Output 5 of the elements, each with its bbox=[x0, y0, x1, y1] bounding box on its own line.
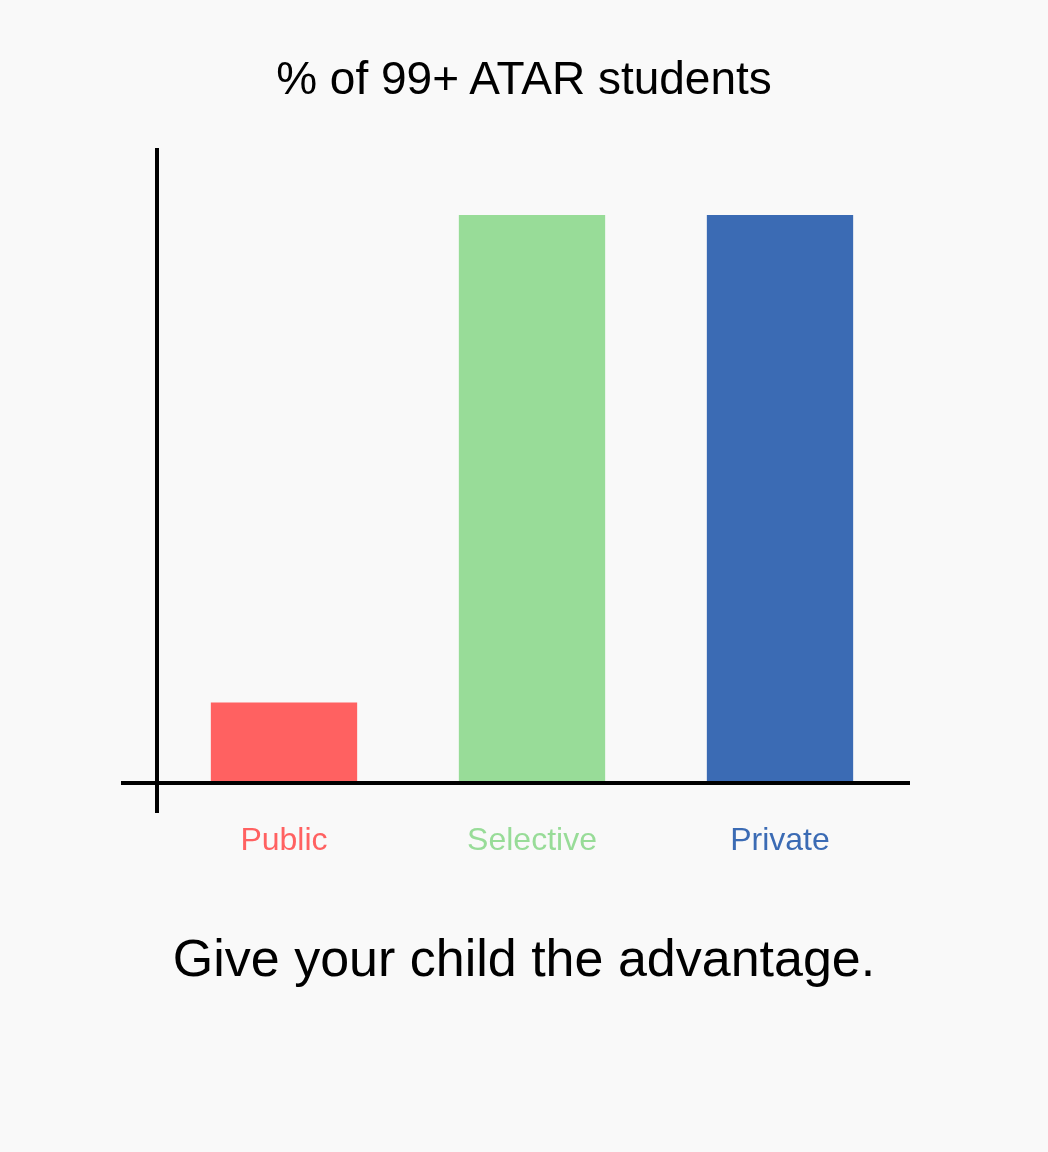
chart-title: % of 99+ ATAR students bbox=[275, 51, 773, 106]
x-tick-label: Public bbox=[240, 821, 328, 858]
text: Give your child the advantage. bbox=[171, 928, 877, 989]
x-tick-label: Selective bbox=[467, 821, 597, 858]
x-tick-label: Private bbox=[730, 821, 830, 858]
